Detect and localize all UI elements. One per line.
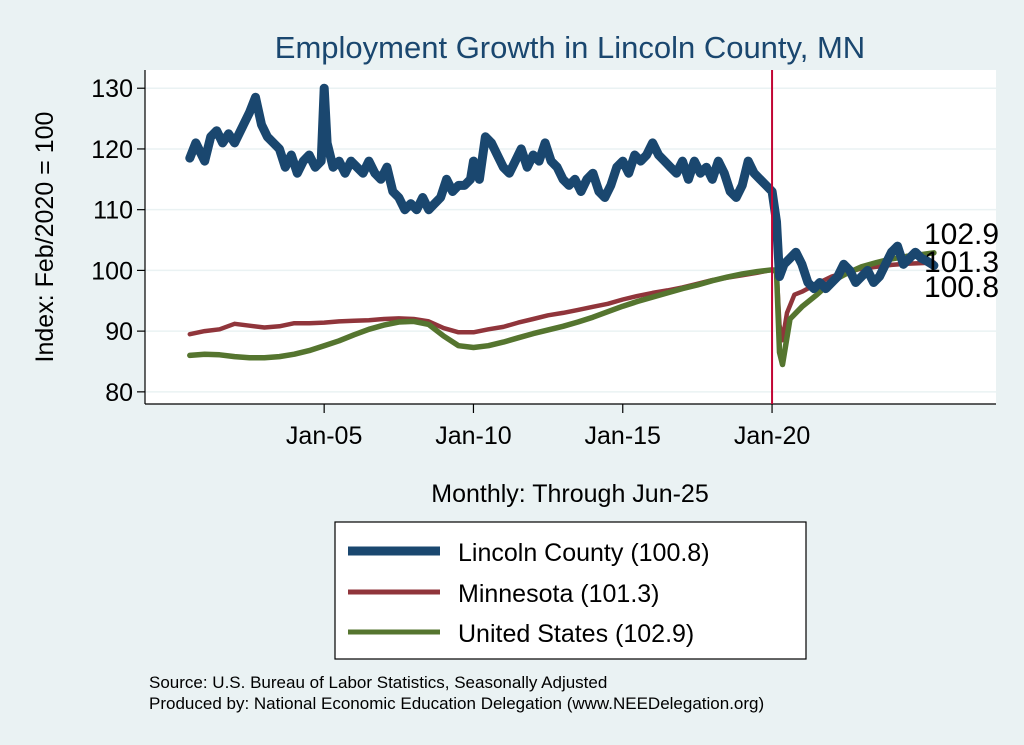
series-layer <box>185 70 939 404</box>
legend-label-minnesota: Minnesota (101.3) <box>458 580 660 608</box>
y-tick-label: 120 <box>91 136 133 164</box>
x-axis-label: Monthly: Through Jun-25 <box>431 480 708 508</box>
x-tick-label: Jan-15 <box>585 422 661 450</box>
x-tick-label: Jan-10 <box>435 422 511 450</box>
x-tick-label: Jan-20 <box>734 422 810 450</box>
series-line-minnesota <box>187 260 937 343</box>
source-note: Source: U.S. Bureau of Labor Statistics,… <box>149 673 607 692</box>
chart-title: Employment Growth in Lincoln County, MN <box>275 30 865 65</box>
end-label-minnesota: 101.3 <box>924 246 999 279</box>
y-axis: 80 90 100 110 120 130 <box>91 70 146 407</box>
x-tick-label: Jan-05 <box>286 422 362 450</box>
legend: Lincoln County (100.8) Minnesota (101.3)… <box>334 521 807 660</box>
y-tick-label: 130 <box>91 75 133 103</box>
end-label-us: 102.9 <box>924 218 999 251</box>
grid-lines <box>145 87 996 393</box>
produced-by-note: Produced by: National Economic Education… <box>149 694 764 713</box>
legend-label-lincoln: Lincoln County (100.8) <box>458 539 710 567</box>
series-line-lincoln <box>185 83 939 294</box>
y-tick-label: 100 <box>91 257 133 285</box>
x-axis: Jan-05 Jan-10 Jan-15 Jan-20 <box>145 403 996 450</box>
legend-label-us: United States (102.9) <box>458 620 694 648</box>
y-tick-label: 110 <box>93 197 133 225</box>
y-axis-label: Index: Feb/2020 = 100 <box>31 112 59 363</box>
end-label-lincoln: 100.8 <box>924 271 999 304</box>
y-tick-label: 80 <box>105 379 133 407</box>
plot-area <box>145 70 996 404</box>
series-line-us <box>187 250 937 368</box>
y-tick-label: 90 <box>105 318 133 346</box>
